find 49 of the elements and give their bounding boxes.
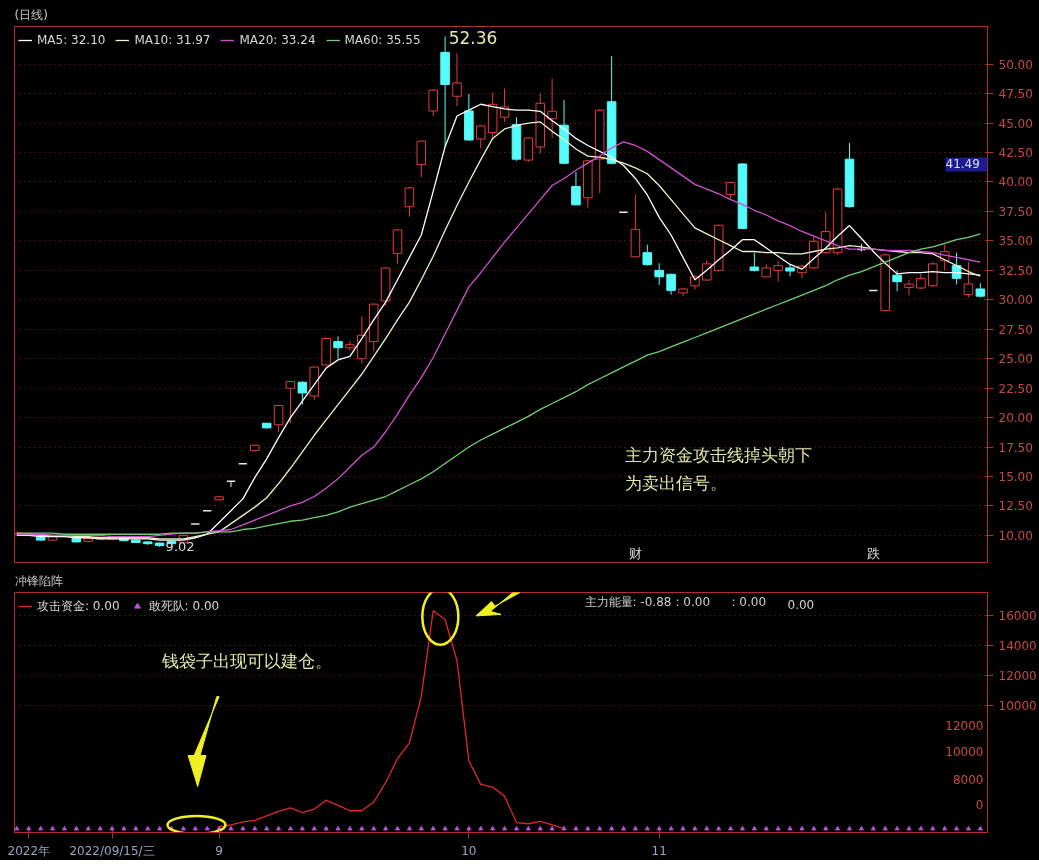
annotation: 52.36	[448, 27, 498, 48]
annotation: 0	[975, 798, 984, 813]
y-tick-label: 10000	[998, 699, 1037, 714]
x-tick-label: 11	[651, 843, 667, 858]
annotation: : 0.00	[731, 594, 767, 609]
y-tick-label: 16000	[998, 608, 1037, 623]
annotation: : 0.00	[675, 594, 711, 609]
y-tick-label: 30.00	[998, 293, 1033, 308]
annotation: 8000	[952, 772, 984, 787]
chart-title: (日线)	[14, 7, 48, 22]
y-tick-label: 27.50	[998, 322, 1033, 337]
annotation: 财	[629, 545, 643, 561]
y-tick-label: 14000	[998, 638, 1037, 653]
y-tick-label: 15.00	[998, 470, 1033, 484]
x-tick-label: 2022年	[7, 843, 51, 858]
y-tick-label: 40.00	[998, 175, 1033, 190]
annotation: 9.02	[165, 539, 195, 555]
legend-label: MA10: 31.97	[134, 33, 211, 47]
y-tick-label: 42.50	[998, 146, 1033, 161]
y-tick-label: 32.50	[998, 263, 1033, 278]
y-tick-label: 20.00	[998, 411, 1033, 426]
legend-label: MA20: 33.24	[239, 33, 316, 47]
annotation: 0.00	[787, 597, 815, 612]
x-tick-label: 10	[461, 843, 477, 858]
annotation: 41.49	[945, 157, 980, 172]
annotation: 10000	[945, 745, 984, 760]
legend-label: 敢死队: 0.00	[148, 597, 220, 615]
y-tick-label: 12.50	[998, 499, 1033, 514]
y-tick-label: 12000	[998, 669, 1037, 684]
annotation: 钱袋子出现可以建仓。	[161, 651, 332, 672]
y-tick-label: 17.50	[998, 440, 1033, 455]
y-tick-label: 25.00	[998, 352, 1033, 367]
y-tick-label: 37.50	[998, 204, 1033, 219]
y-tick-label: 35.00	[998, 234, 1033, 249]
y-tick-label: 22.50	[998, 381, 1033, 396]
x-tick-label: 9	[215, 843, 223, 858]
legend-label: MA60: 35.55	[344, 33, 421, 47]
y-tick-label: 50.00	[998, 57, 1033, 72]
legend-label: MA5: 32.10	[37, 33, 106, 47]
annotation: 12000	[945, 718, 984, 733]
legend-label: 攻击资金: 0.00	[37, 597, 120, 615]
x-tick-label: 2022/09/15/三	[69, 843, 155, 858]
annotation: 主力能量: -0.88	[584, 594, 672, 609]
y-tick-label: 47.50	[998, 87, 1033, 102]
annotation: 主力资金攻击线掉头朝下为卖出信号。	[624, 445, 812, 494]
chart-title: 冲锋陷阵	[14, 573, 63, 588]
y-tick-label: 45.00	[998, 116, 1033, 131]
annotation: 跌	[867, 545, 881, 561]
y-tick-label: 10.00	[998, 528, 1033, 543]
